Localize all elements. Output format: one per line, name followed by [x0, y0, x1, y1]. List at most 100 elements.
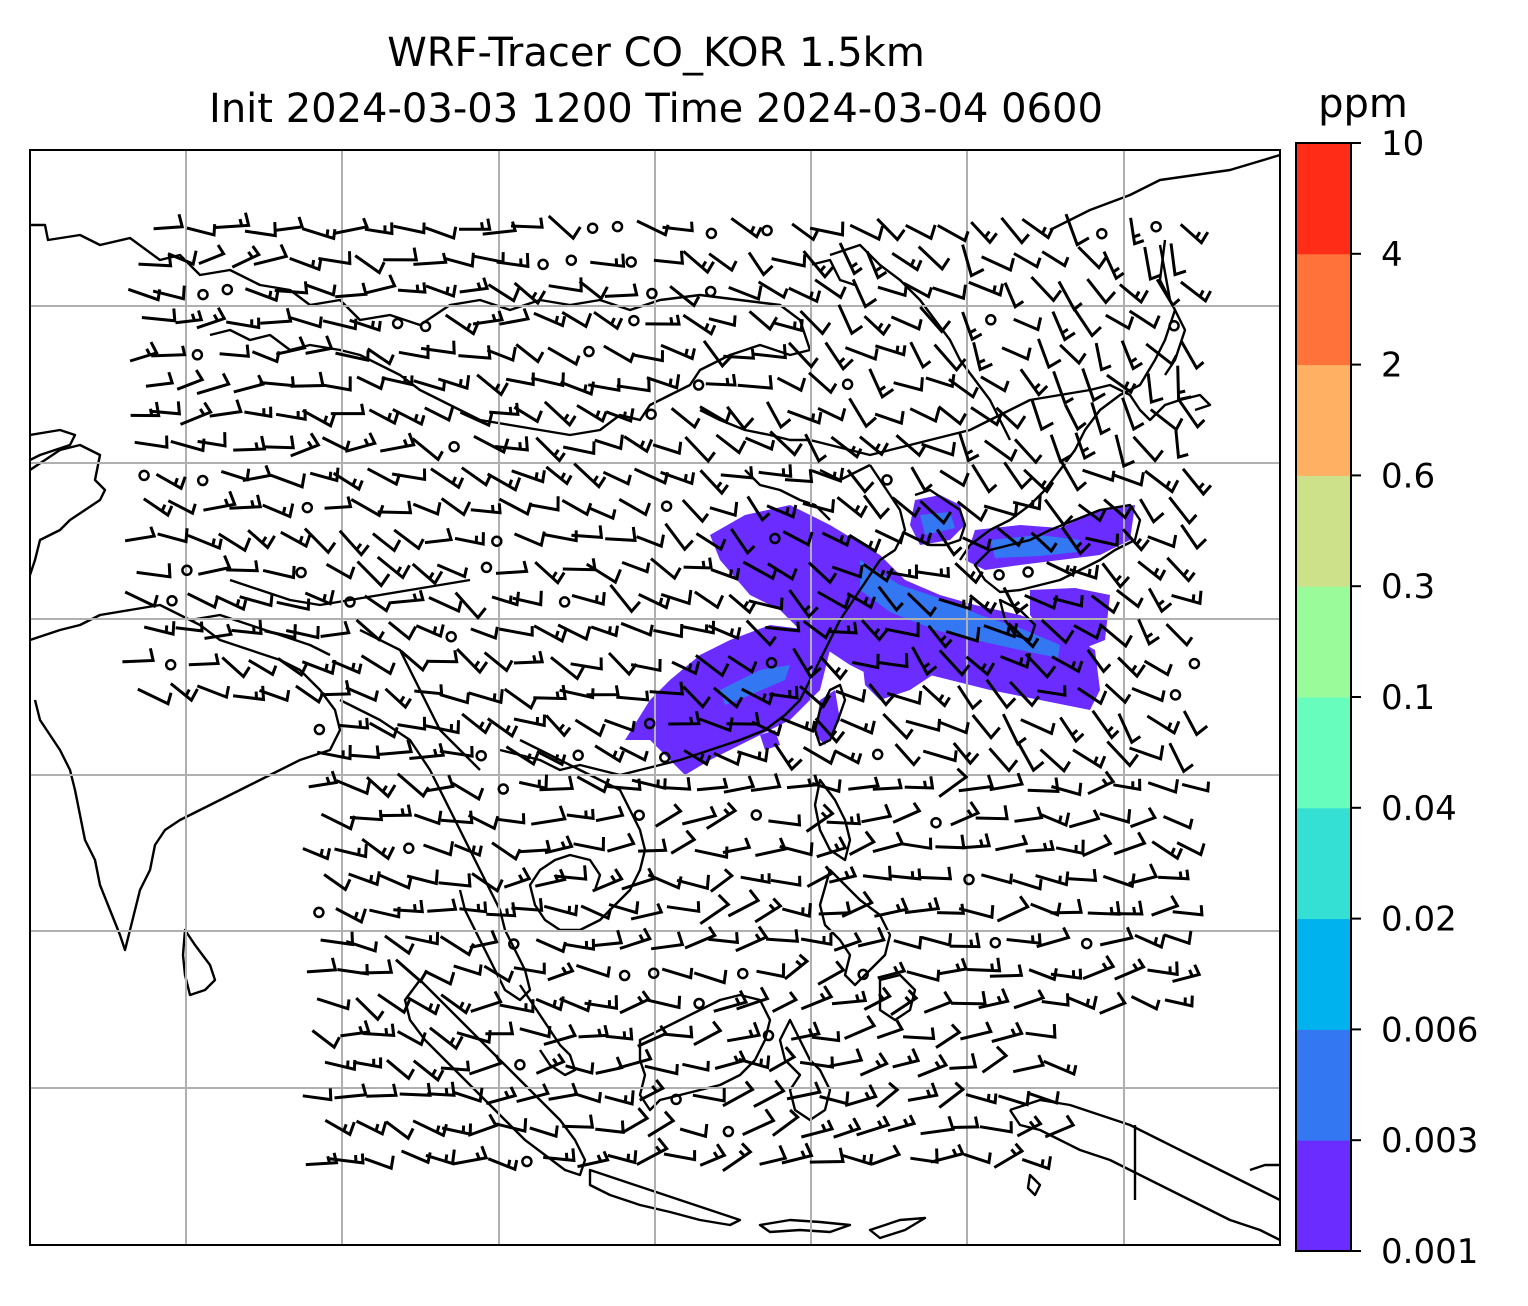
wind-barb — [848, 397, 877, 429]
wind-barb — [426, 774, 455, 793]
wind-barb — [938, 1081, 966, 1109]
wind-barb — [513, 714, 546, 728]
wind-barb — [379, 804, 413, 818]
wind-barb — [935, 528, 963, 557]
wind-barb — [635, 534, 665, 549]
wind-barb — [756, 963, 786, 979]
wind-barb — [590, 625, 619, 638]
wind-barb — [916, 567, 950, 579]
wind-barb — [440, 497, 472, 517]
wind-barb — [851, 653, 880, 670]
wind-barb — [452, 1145, 489, 1166]
wind-barb — [746, 495, 771, 523]
wind-barb — [923, 990, 954, 1014]
wind-barb — [872, 778, 903, 791]
wind-barb — [846, 592, 877, 610]
wind-barb — [809, 221, 845, 237]
wind-barb — [681, 805, 718, 826]
wind-barb — [848, 533, 882, 554]
wind-barb — [543, 1148, 576, 1163]
wind-barb — [518, 774, 548, 791]
wind-barb — [607, 1150, 638, 1165]
wind-barb — [428, 596, 463, 614]
wind-barb — [1055, 839, 1085, 856]
wind-barb — [996, 526, 1025, 548]
wind-barb — [513, 650, 545, 665]
wind-barb — [1057, 280, 1083, 312]
wind-barb — [179, 401, 213, 426]
wind-barb — [1147, 779, 1179, 794]
calm-wind-marker — [993, 569, 1005, 581]
wind-barb — [751, 344, 787, 360]
wind-barb — [1113, 900, 1144, 916]
wind-barb — [513, 405, 543, 424]
wind-barb — [995, 834, 1029, 852]
wind-barb — [1030, 531, 1058, 554]
wind-barb — [311, 1029, 341, 1050]
wind-barb — [723, 348, 756, 360]
wind-barb — [827, 621, 858, 635]
wind-barb — [1030, 399, 1054, 432]
calm-wind-marker — [841, 378, 854, 391]
wind-barb — [1021, 217, 1055, 240]
calm-wind-marker — [448, 440, 460, 453]
wind-barb — [226, 560, 259, 573]
wind-barb — [460, 466, 492, 487]
wind-barb — [833, 749, 863, 765]
wind-barb — [505, 372, 535, 387]
wind-barb — [1016, 1115, 1043, 1138]
wind-barb — [1037, 685, 1067, 697]
wind-barb — [963, 1152, 992, 1165]
wind-barb — [979, 1121, 1013, 1134]
wind-barb — [786, 774, 820, 790]
wind-barb — [352, 1057, 383, 1069]
coastlines — [30, 153, 1280, 1242]
wind-barb — [712, 686, 744, 709]
wind-barb — [203, 490, 237, 512]
calm-wind-marker — [643, 717, 656, 730]
wind-barb — [270, 473, 306, 489]
wind-barb — [1086, 278, 1117, 305]
wind-barb — [412, 1119, 448, 1138]
calm-wind-marker — [625, 256, 637, 268]
wind-barb — [935, 1023, 962, 1049]
wind-barb — [277, 657, 309, 678]
wind-barb — [167, 250, 198, 267]
wind-barb — [275, 336, 307, 356]
wind-barb — [682, 685, 712, 710]
wind-barb — [324, 1118, 356, 1137]
wind-barb — [301, 227, 337, 241]
wind-barb — [136, 563, 172, 579]
wind-barb — [877, 285, 908, 298]
wind-barb — [225, 317, 261, 330]
wind-barb — [862, 865, 892, 881]
wind-barb — [468, 1054, 503, 1076]
wind-barb — [693, 969, 728, 985]
wind-barb — [996, 895, 1030, 923]
wind-barb — [602, 470, 632, 486]
wind-barb — [1145, 342, 1178, 367]
wind-barb — [957, 431, 980, 463]
wind-barb — [470, 990, 503, 1013]
wind-barb — [1099, 809, 1132, 824]
wind-barb — [1168, 496, 1198, 526]
wind-barb — [727, 655, 758, 674]
wind-barb — [695, 532, 727, 552]
wind-barb — [130, 401, 161, 418]
calm-wind-marker — [491, 535, 503, 547]
wind-barb — [303, 527, 337, 555]
wind-barb — [858, 435, 890, 457]
wind-barb — [826, 813, 862, 826]
wind-barb — [876, 1019, 905, 1040]
calm-wind-marker — [765, 657, 778, 669]
wind-barb — [499, 307, 531, 326]
wind-barb — [549, 656, 586, 681]
wind-barb — [562, 1114, 595, 1129]
wind-barb — [440, 1060, 471, 1072]
wind-barb — [851, 278, 878, 309]
wind-barb — [765, 401, 792, 430]
wind-barb — [1028, 968, 1058, 982]
calm-wind-marker — [750, 809, 763, 821]
wind-barb — [980, 375, 1010, 393]
